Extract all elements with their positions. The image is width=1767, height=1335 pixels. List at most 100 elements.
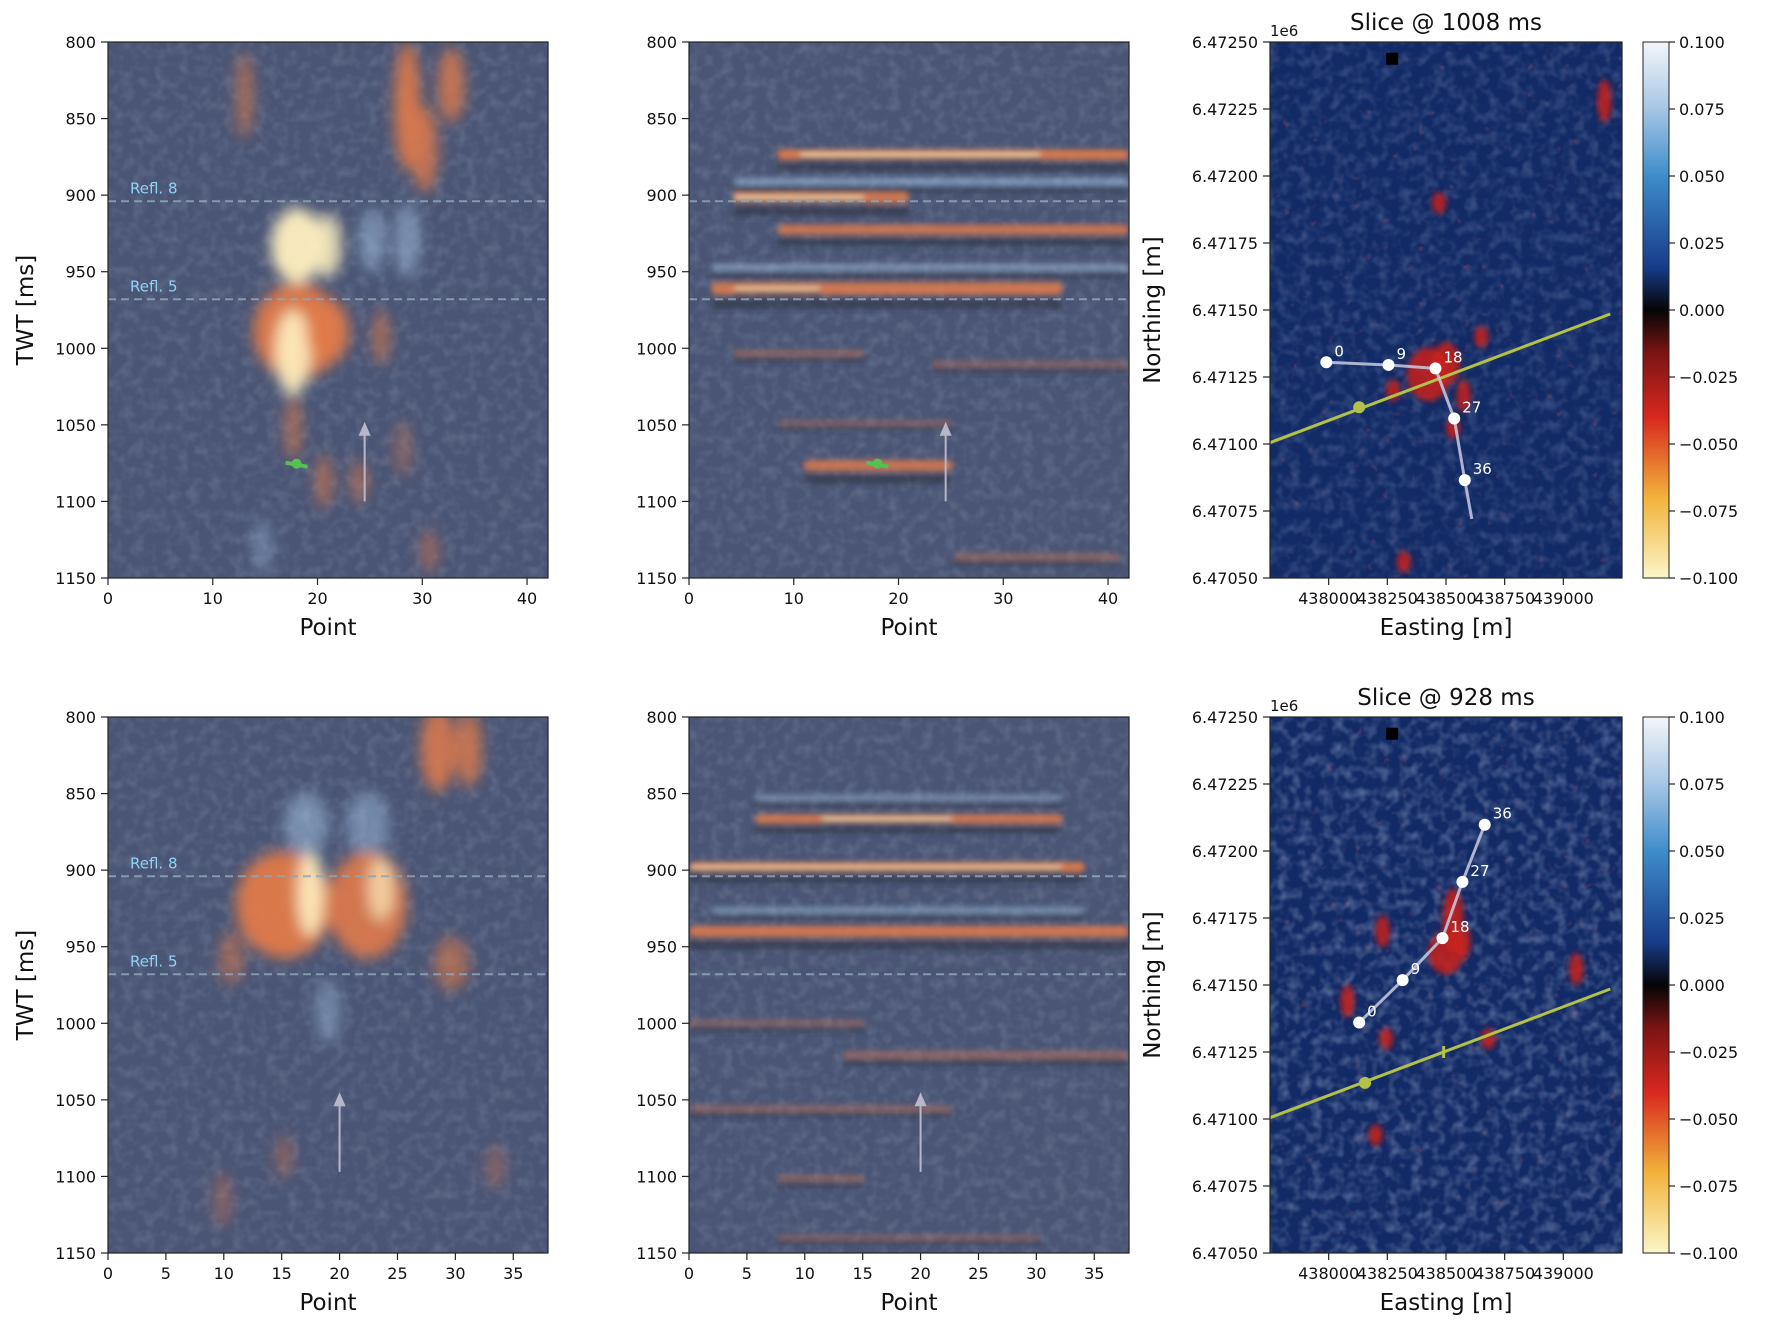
amplitude-blob [253,519,271,573]
panel-row2-col1: Refl. 8 Refl. 5 0 5 10 15 20 25 30 35 800 850 900 950… [13,708,549,1316]
trough-band [777,1182,865,1188]
reflector-band [953,553,1121,560]
trough-band [689,869,1063,872]
reflector-band [733,286,821,291]
y-tick-label: 6.47225 [1192,100,1258,119]
reflector-band [711,263,1129,271]
trough-band [777,426,953,430]
y-tick-label: 1000 [55,1014,96,1033]
y-tick-label: 6.47175 [1192,909,1258,928]
y-tick-label: 1050 [55,416,96,435]
arrow-head [333,1092,346,1107]
amplitude-blob [455,717,482,787]
reflector-band [689,926,1129,937]
axes-frame [688,41,1130,579]
amplitude-blob [345,792,390,857]
reflector-band [799,152,1041,157]
trough-band [821,821,953,824]
y-tick-label: 900 [646,186,677,205]
amplitude-blob [411,106,438,193]
x-tick-label: 438750 [1474,1264,1535,1283]
path-point-label: 27 [1462,399,1481,417]
axes-frame [688,716,1130,1254]
x-tick-label: 25 [387,1264,407,1283]
map-anomaly [1597,79,1612,123]
amplitude-layer [213,717,505,1227]
y-tick-label: 850 [65,110,96,129]
x-tick-label: 40 [1098,589,1118,608]
map-anomaly [1379,1027,1394,1050]
y-tick-label: 1050 [55,1091,96,1110]
reflector-band [711,907,1085,913]
reflector-band [777,420,953,425]
y-tick-label: 6.47050 [1192,569,1258,588]
x-tick-label: 438000 [1298,1264,1359,1283]
colorbar-tick-label: −0.100 [1679,1244,1738,1263]
y-offset-label: 1e6 [1270,22,1298,40]
reflector-band [733,350,865,356]
x-tick-label: 20 [329,1264,349,1283]
y-tick-label: 6.47200 [1192,842,1258,861]
chart-title: Slice @ 1008 ms [1350,10,1542,36]
path-point-label: 0 [1334,342,1344,360]
x-tick-label: 35 [503,1264,523,1283]
y-tick-label: 6.47250 [1192,708,1258,727]
arrow-head [914,1092,927,1107]
trough-band [689,1113,953,1118]
y-tick-label: 1000 [636,1014,677,1033]
colorbar-tick-label: 0.025 [1679,234,1725,253]
amplitude-blob [218,931,245,985]
pick-marker [291,458,302,469]
trough-band [931,368,1129,373]
colorbar-tick-label: −0.075 [1679,1177,1738,1196]
x-tick-label: 0 [684,1264,694,1283]
map-anomaly [1569,952,1584,985]
trough-band [843,1060,1129,1066]
plot-area: Refl. 8 Refl. 5 [108,717,548,1253]
x-tick-label: 438250 [1357,589,1418,608]
colorbar-tick-label: −0.050 [1679,435,1738,454]
colorbar-tick-label: −0.025 [1679,368,1738,387]
reflector-band [843,1051,1129,1058]
path-point-label: 18 [1443,348,1462,366]
x-tick-label: 5 [161,1264,171,1283]
x-tick-label: 439000 [1533,589,1594,608]
map-red-texture [1270,717,1622,1253]
y-tick-label: 6.47250 [1192,33,1258,52]
y-tick-label: 6.47150 [1192,976,1258,995]
y-axis-label: TWT [ms] [13,930,39,1042]
reflector-band [733,195,865,200]
pick-marker [872,458,883,469]
x-tick-label: 10 [784,589,804,608]
colorbar-tick-label: 0.100 [1679,33,1725,52]
trough-band [733,207,909,216]
amplitude-blob [367,856,394,921]
amplitude-blob [275,310,311,396]
reflector-label: Refl. 5 [130,952,178,970]
y-offset-label: 1e6 [1270,697,1298,715]
plot-area [689,717,1129,1253]
y-tick-label: 900 [65,861,96,880]
trough-band [733,291,821,295]
y-tick-label: 950 [65,263,96,282]
y-tick-label: 1150 [55,1244,96,1263]
y-tick-label: 950 [646,263,677,282]
x-tick-label: 20 [307,589,327,608]
path-point [1382,358,1395,371]
amplitude-blob [275,1135,293,1178]
map-anomaly [1456,379,1471,412]
colorbar-tick-label: 0.000 [1679,301,1725,320]
colorbar-tick-label: 0.075 [1679,100,1725,119]
path-point-label: 27 [1470,862,1489,880]
amplitude-blob [358,208,386,273]
panel-row2-col2: 0 5 10 15 20 25 30 35 800 850 900 950 1000 1050 1100 11… [636,708,1130,1316]
colorbar-tick-label: −0.050 [1679,1110,1738,1129]
y-tick-label: 6.47150 [1192,301,1258,320]
colorbar: 0.100 0.075 0.050 0.025 0.000 −0.025 −0.050 −0.… [1642,708,1738,1263]
trough-band [803,475,953,484]
path-point-label: 18 [1450,918,1469,936]
x-axis-label: Point [299,1290,356,1316]
path-point [1396,974,1409,987]
colorbar-scale [1642,716,1670,1254]
x-tick-label: 20 [888,589,908,608]
